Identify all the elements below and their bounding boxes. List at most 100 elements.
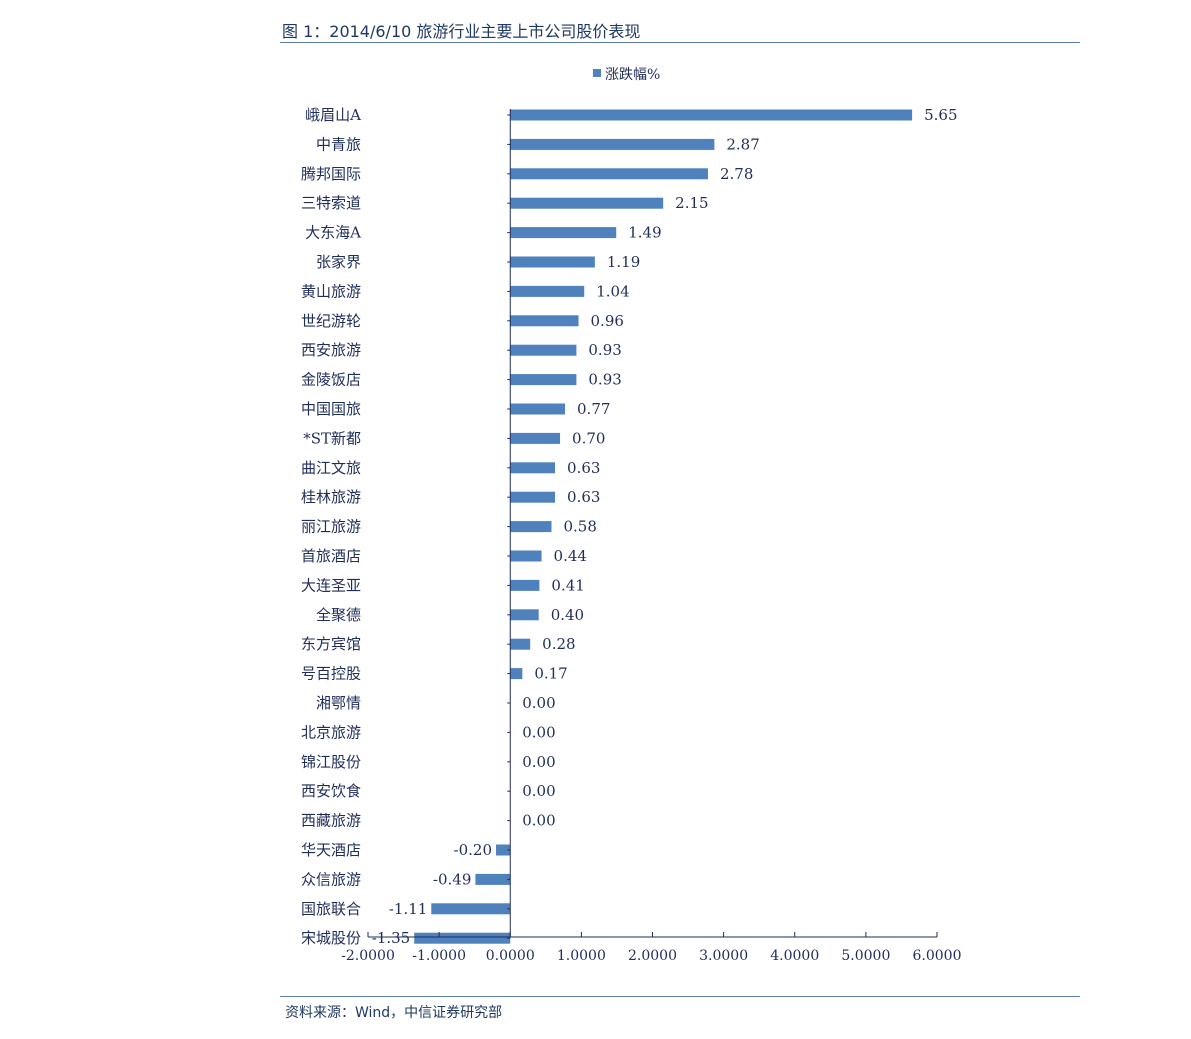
bar	[431, 903, 511, 915]
figure-title: 图 1：2014/6/10 旅游行业主要上市公司股价表现	[282, 22, 641, 41]
category-label: 首旅酒店	[301, 547, 361, 565]
bar	[510, 197, 664, 209]
category-label: 锦江股份	[301, 753, 361, 771]
bar	[510, 256, 595, 268]
data-label: 2.15	[675, 194, 708, 212]
data-label: -0.20	[454, 841, 492, 859]
data-label: -1.11	[389, 900, 427, 918]
legend-swatch	[593, 69, 601, 77]
category-label: 全聚德	[316, 606, 361, 624]
bar	[510, 109, 913, 121]
bar	[510, 491, 556, 503]
x-tick-label: 5.0000	[841, 948, 890, 964]
data-label: 0.00	[522, 723, 555, 741]
data-label: 0.63	[567, 488, 600, 506]
data-label: 1.49	[628, 224, 661, 242]
title-rule	[280, 42, 1080, 43]
x-tick-label: 6.0000	[913, 948, 962, 964]
bar	[510, 168, 708, 180]
data-label: 0.00	[522, 782, 555, 800]
category-label: 丽江旅游	[301, 518, 361, 536]
data-label: 0.96	[591, 312, 624, 330]
x-tick-label: 2.0000	[628, 948, 677, 964]
data-label: 0.93	[588, 341, 621, 359]
category-label: 中青旅	[316, 135, 361, 153]
x-tick-label: 4.0000	[770, 948, 819, 964]
bar	[510, 432, 561, 444]
data-label: 5.65	[924, 106, 957, 124]
category-label: 黄山旅游	[301, 282, 361, 300]
data-label: 0.00	[522, 812, 555, 830]
category-label: *ST新都	[303, 429, 361, 447]
data-label: 0.40	[551, 606, 584, 624]
category-label: 三特索道	[301, 194, 361, 212]
category-label: 曲江文旅	[301, 459, 361, 477]
category-label: 西安旅游	[301, 341, 361, 359]
category-label: 大连圣亚	[301, 576, 361, 594]
bar	[510, 462, 556, 474]
data-label: 0.58	[564, 518, 597, 536]
category-label: 西藏旅游	[301, 812, 361, 830]
bar	[510, 227, 617, 239]
bar	[510, 315, 579, 327]
category-label: 东方宾馆	[301, 635, 361, 653]
bars	[414, 109, 913, 944]
category-label: 号百控股	[301, 665, 361, 683]
data-label: 1.04	[596, 282, 629, 300]
category-label: 大东海A	[305, 224, 361, 242]
category-label: 中国国旅	[301, 400, 361, 418]
category-label: 西安饮食	[301, 782, 361, 800]
category-label: 金陵饭店	[301, 371, 361, 389]
data-label: 1.19	[607, 253, 640, 271]
data-label: 0.70	[572, 429, 605, 447]
category-label: 华天酒店	[301, 841, 361, 859]
x-tick-label: -1.0000	[412, 948, 466, 964]
data-label: 0.63	[567, 459, 600, 477]
category-label: 张家界	[316, 253, 361, 271]
bar	[510, 521, 552, 533]
x-tick-label: 1.0000	[557, 948, 606, 964]
figure-source: 资料来源：Wind，中信证券研究部	[285, 1005, 503, 1021]
bar	[510, 550, 542, 562]
data-label: -0.49	[433, 870, 471, 888]
bar	[510, 638, 531, 650]
data-label: 0.93	[588, 371, 621, 389]
chart-legend: 涨跌幅%	[593, 67, 660, 83]
x-tick-label: -2.0000	[341, 948, 395, 964]
category-label: 众信旅游	[301, 870, 361, 888]
bar	[510, 403, 566, 415]
bar	[510, 374, 577, 386]
data-label: 0.28	[542, 635, 575, 653]
category-label: 湘鄂情	[316, 694, 361, 712]
bar	[510, 609, 539, 621]
data-label: 0.41	[551, 576, 584, 594]
data-label: 0.44	[554, 547, 587, 565]
source-rule	[280, 996, 1080, 997]
data-label: 0.00	[522, 753, 555, 771]
bar	[510, 138, 715, 150]
data-label: 0.00	[522, 694, 555, 712]
data-label: 2.87	[726, 135, 759, 153]
category-label: 峨眉山A	[305, 106, 361, 124]
bar	[475, 873, 511, 885]
category-label: 宋城股份	[301, 929, 361, 947]
x-tick-label: 3.0000	[699, 948, 748, 964]
bar	[510, 668, 523, 680]
data-label: -1.35	[372, 929, 410, 947]
bar	[414, 932, 511, 944]
bar	[510, 285, 585, 297]
data-labels: 5.65 2.87 2.78 2.15 1.49 1.19 1.04 0.96 0.93 0.93…	[372, 106, 958, 947]
bar	[510, 579, 540, 591]
category-label: 国旅联合	[301, 900, 361, 918]
data-label: 2.78	[720, 165, 753, 183]
x-tick-label: 0.0000	[486, 948, 535, 964]
bar	[496, 844, 511, 856]
category-label: 桂林旅游	[301, 488, 361, 506]
data-label: 0.17	[534, 665, 567, 683]
category-label: 腾邦国际	[301, 165, 361, 183]
category-label: 北京旅游	[301, 723, 361, 741]
x-axis: -2.0000 -1.0000 0.0000 1.0000 2.0000 3.0000 4.…	[341, 932, 962, 964]
legend-label: 涨跌幅%	[605, 67, 660, 83]
